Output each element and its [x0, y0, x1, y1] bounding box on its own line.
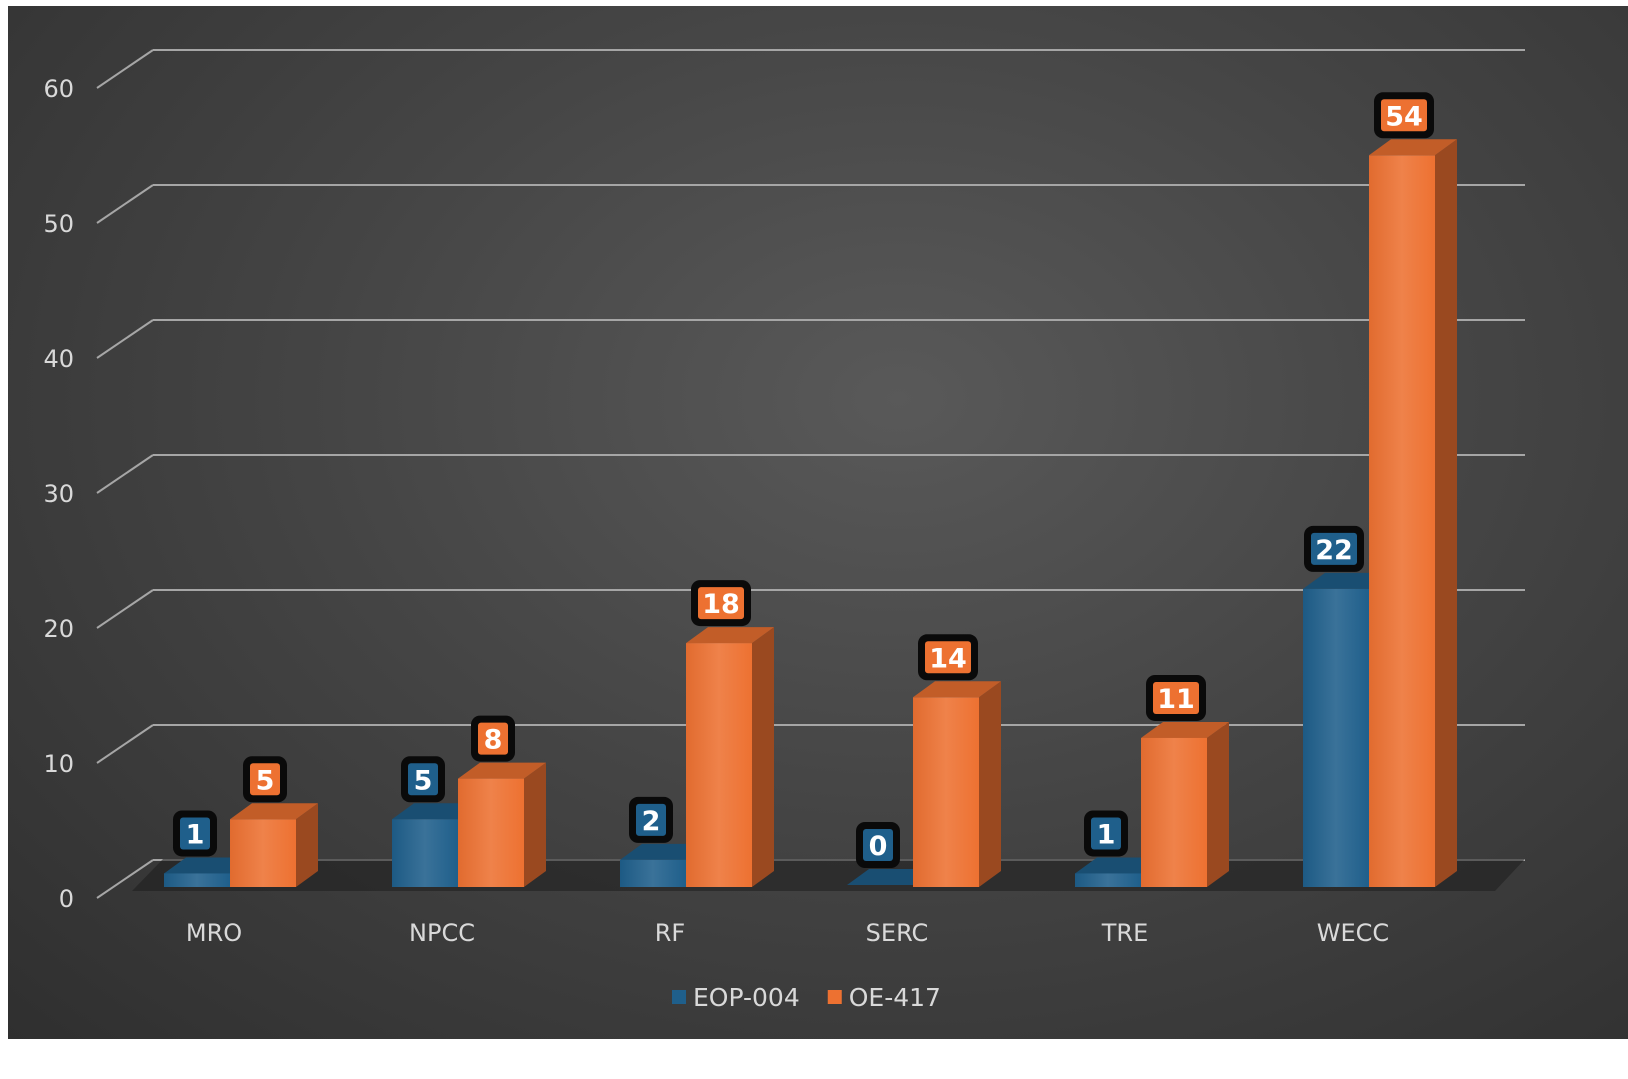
data-label-value: 5 — [256, 765, 275, 796]
bar-top — [1369, 139, 1457, 156]
bar-OE-417-SERC — [913, 681, 1001, 887]
data-label-value: 1 — [186, 819, 205, 850]
data-label-fill — [863, 829, 893, 861]
gridline-diagonal — [96, 589, 154, 629]
data-label-value: 14 — [929, 643, 967, 674]
y-tick-label: 0 — [59, 885, 74, 913]
data-label-fill — [1153, 681, 1199, 714]
bar-front — [230, 819, 296, 887]
bar-side — [979, 681, 1001, 887]
y-tick-label: 50 — [43, 210, 74, 238]
data-label-OE-417-NPCC: 8 — [471, 715, 515, 762]
data-label-value: 2 — [642, 806, 661, 837]
data-label-value: 54 — [1385, 101, 1423, 132]
y-tick-label: 40 — [43, 345, 74, 373]
gridline-diagonal — [96, 859, 154, 899]
gridline-diagonal — [96, 184, 154, 224]
data-label-value: 22 — [1315, 535, 1353, 566]
bar-top — [913, 681, 1001, 698]
bar-side — [296, 803, 318, 887]
data-label-value: 18 — [702, 589, 740, 620]
data-label-value: 8 — [484, 725, 503, 756]
x-category-label: NPCC — [409, 919, 475, 947]
bar-side — [1435, 139, 1457, 888]
x-category-label: SERC — [866, 919, 929, 947]
x-category-label: WECC — [1317, 919, 1389, 947]
data-label-EOP-004-SERC: 0 — [856, 822, 900, 868]
data-label-EOP-004-MRO: 1 — [173, 810, 217, 857]
data-label-fill — [1381, 99, 1427, 132]
x-category-label: TRE — [1101, 919, 1149, 947]
bar-front — [686, 643, 752, 887]
bars — [164, 139, 1457, 888]
y-tick-label: 30 — [43, 480, 74, 508]
data-label-EOP-004-WECC: 22 — [1304, 525, 1364, 572]
data-label-fill — [478, 722, 508, 755]
data-label-fill — [698, 587, 744, 620]
data-label-fill — [408, 763, 438, 796]
bar-top — [1141, 721, 1229, 738]
data-label-fill — [180, 817, 210, 850]
legend: EOP-004 OE-417 — [672, 983, 941, 1012]
bar-OE-417-RF — [686, 627, 774, 887]
legend-swatch-EOP-004 — [672, 990, 686, 1004]
gridline-diagonal — [96, 49, 154, 89]
legend-label-EOP-004: EOP-004 — [693, 983, 800, 1012]
bar-front — [913, 697, 979, 887]
bar-top — [458, 762, 546, 779]
data-label-OE-417-RF: 18 — [691, 580, 751, 627]
y-tick-label: 60 — [43, 75, 74, 103]
data-label-EOP-004-RF: 2 — [629, 796, 673, 843]
x-category-label: RF — [655, 919, 685, 947]
gridline-diagonal — [96, 724, 154, 764]
data-label-OE-417-TRE: 11 — [1146, 674, 1206, 721]
data-label-EOP-004-TRE: 1 — [1084, 810, 1128, 857]
bar-side — [524, 762, 546, 887]
bar-front — [1141, 737, 1207, 887]
data-label-fill — [1091, 817, 1121, 850]
bar-front — [392, 819, 458, 887]
legend-swatch-OE-417 — [827, 990, 842, 1004]
y-tick-label: 20 — [43, 615, 74, 643]
bar-top — [230, 803, 318, 820]
bar-top — [686, 627, 774, 644]
x-category-label: MRO — [186, 919, 242, 947]
bar-OE-417-MRO — [230, 803, 318, 887]
bar-front — [458, 778, 524, 887]
data-label-EOP-004-NPCC: 5 — [401, 756, 445, 803]
bar-front — [164, 873, 230, 887]
bar-side — [1207, 721, 1229, 887]
data-label-OE-417-MRO: 5 — [243, 756, 287, 803]
bar-OE-417-WECC — [1369, 139, 1457, 888]
gridline-diagonal — [96, 319, 154, 359]
data-label-fill — [250, 763, 280, 796]
bar-side — [752, 627, 774, 887]
bar-front — [1369, 155, 1435, 888]
bar-front — [620, 859, 686, 887]
bar-front — [1075, 873, 1141, 887]
data-label-value: 5 — [414, 765, 433, 796]
bar-OE-417-TRE — [1141, 721, 1229, 887]
y-tick-label: 10 — [43, 750, 74, 778]
data-label-value: 11 — [1157, 684, 1195, 715]
data-label-fill — [925, 641, 971, 674]
data-label-value: 0 — [869, 831, 888, 862]
bar-OE-417-NPCC — [458, 762, 546, 887]
data-label-fill — [636, 803, 666, 836]
data-label-value: 1 — [1097, 819, 1116, 850]
data-label-fill — [1311, 532, 1357, 565]
gridline-diagonal — [96, 454, 154, 494]
data-label-OE-417-SERC: 14 — [918, 634, 978, 681]
data-label-OE-417-WECC: 54 — [1374, 92, 1434, 139]
bar-front — [1303, 588, 1369, 887]
legend-label-OE-417: OE-417 — [849, 983, 941, 1012]
